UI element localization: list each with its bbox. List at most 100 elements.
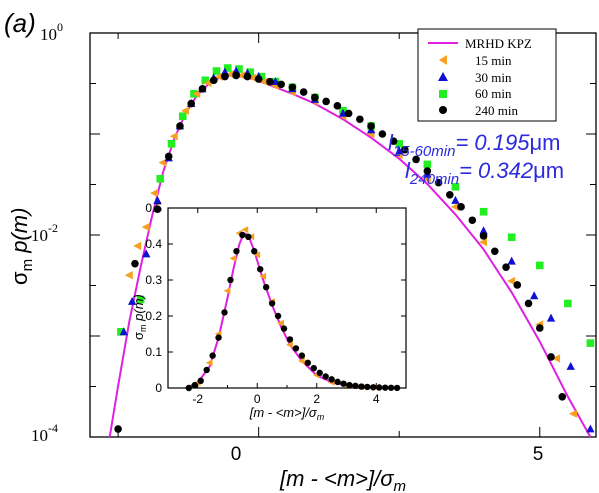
data-point-240-min xyxy=(266,77,274,86)
data-point-240-min xyxy=(209,76,218,85)
inset-background xyxy=(168,208,406,388)
data-point-240-min xyxy=(356,115,364,124)
data-point-240-min xyxy=(198,85,207,93)
inset-y-tick-label: 0.4 xyxy=(145,237,162,251)
data-point-240-min xyxy=(311,93,319,102)
data-point-15-min xyxy=(169,132,178,141)
data-point-15-min xyxy=(507,276,516,286)
inset-data-point-240-min xyxy=(274,312,282,320)
inset-data-point-240-min xyxy=(334,378,341,386)
inset-data-point-240-min xyxy=(280,325,288,332)
data-point-15-min xyxy=(124,271,133,280)
data-point-240-min xyxy=(333,102,342,110)
legend-label-kpz: MRHD KPZ xyxy=(465,36,532,51)
data-point-60-min xyxy=(507,233,516,242)
inset-y-tick-label: 0.5 xyxy=(145,201,162,215)
data-point-240-min xyxy=(513,281,522,289)
inset-data-point-15-min xyxy=(223,287,231,295)
inset-data-point-240-min xyxy=(262,284,270,291)
data-point-240-min xyxy=(131,259,139,268)
inset-data-point-240-min xyxy=(268,300,276,307)
data-point-30-min xyxy=(529,291,539,300)
main-y-axis-label: σm p(m) xyxy=(7,208,36,285)
legend-label-240min: 240 min xyxy=(475,103,518,118)
inset-data-point-240-min xyxy=(251,248,258,255)
data-point-60-min xyxy=(395,139,404,148)
inset-y-tick-label: 0.3 xyxy=(145,273,162,287)
inset-y-tick-label: 0 xyxy=(155,381,162,395)
data-point-30-min xyxy=(142,249,151,258)
inset-x-tick-label: -2 xyxy=(192,392,203,406)
inset-y-tick-label: 0.2 xyxy=(145,309,162,323)
inset-data-point-240-min xyxy=(322,373,329,380)
data-point-240-min xyxy=(446,191,454,199)
inset-x-tick-label: 0 xyxy=(254,392,261,406)
inset-data-point-15-min xyxy=(298,357,305,365)
data-point-30-min xyxy=(586,424,595,433)
data-point-240-min xyxy=(288,83,297,92)
inset-data-point-15-min xyxy=(229,254,237,262)
data-point-30-min xyxy=(479,226,488,235)
data-point-15-min xyxy=(259,77,268,86)
inset-data-point-240-min xyxy=(221,309,228,316)
x-tick-label-0: 0 xyxy=(231,444,242,465)
inset-data-point-240-min xyxy=(191,381,198,389)
data-point-60-min xyxy=(223,64,232,72)
inset-x-tick-label: 4 xyxy=(373,392,380,406)
data-point-15-min xyxy=(158,158,167,167)
data-point-15-min xyxy=(552,354,561,363)
data-point-240-min xyxy=(401,145,409,154)
inset-data-point-240-min xyxy=(340,380,347,387)
inset-data-point-240-min xyxy=(316,369,323,377)
data-point-60-min xyxy=(235,65,243,73)
data-point-30-min xyxy=(546,313,556,322)
inset-data-point-240-min xyxy=(304,359,312,366)
data-point-15-min xyxy=(568,409,577,418)
inset-data-point-240-min xyxy=(292,345,300,352)
data-point-60-min xyxy=(564,299,572,308)
inset-frame xyxy=(167,207,407,389)
data-point-15-min xyxy=(203,78,212,88)
data-point-60-min xyxy=(156,175,165,183)
inset-data-point-240-min xyxy=(239,231,246,239)
data-point-240-min xyxy=(389,137,398,145)
data-point-240-min xyxy=(153,205,162,214)
inset-data-point-240-min xyxy=(227,276,234,284)
data-point-15-min xyxy=(133,241,142,251)
legend-marker-240min xyxy=(439,106,447,114)
data-point-15-min xyxy=(478,237,487,247)
data-point-240-min xyxy=(367,122,375,130)
data-point-30-min xyxy=(338,108,348,117)
data-point-60-min xyxy=(178,112,187,121)
data-point-240-min xyxy=(176,122,184,130)
inset-y-tick-label: 0.1 xyxy=(145,345,162,359)
legend-label-60min: 60 min xyxy=(475,86,512,101)
inset-data-point-15-min xyxy=(277,319,284,327)
annotation-l1: l15-60min= 0.195μm xyxy=(388,130,560,160)
inset-data-point-15-min xyxy=(241,226,249,234)
data-point-60-min xyxy=(586,339,595,347)
data-point-15-min xyxy=(141,222,150,232)
data-point-240-min xyxy=(378,130,387,138)
data-point-60-min xyxy=(136,295,145,304)
data-point-240-min xyxy=(412,155,420,164)
legend: MRHD KPZ 15 min 30 min 60 min 240 min xyxy=(417,28,557,122)
inset-data-point-240-min xyxy=(346,381,353,389)
inset-data-point-240-min xyxy=(233,248,240,255)
x-tick-label-5: 5 xyxy=(533,444,544,465)
data-point-60-min xyxy=(423,160,432,169)
inset-data-point-240-min xyxy=(215,334,222,341)
legend-marker-15min xyxy=(439,55,447,65)
data-point-240-min xyxy=(187,99,195,108)
panel-label: (a) xyxy=(4,8,36,38)
data-point-30-min xyxy=(451,195,460,204)
data-point-15-min xyxy=(225,70,234,79)
data-point-240-min xyxy=(277,80,285,89)
inset-data-point-15-min xyxy=(259,272,267,280)
data-point-15-min xyxy=(181,106,189,115)
inset-plot: 0 0.1 0.2 0.3 0.4 0.5 -2 0 2 4 xyxy=(145,201,407,406)
data-point-240-min xyxy=(232,71,240,80)
data-point-240-min xyxy=(322,97,330,106)
data-point-30-min xyxy=(127,296,137,305)
